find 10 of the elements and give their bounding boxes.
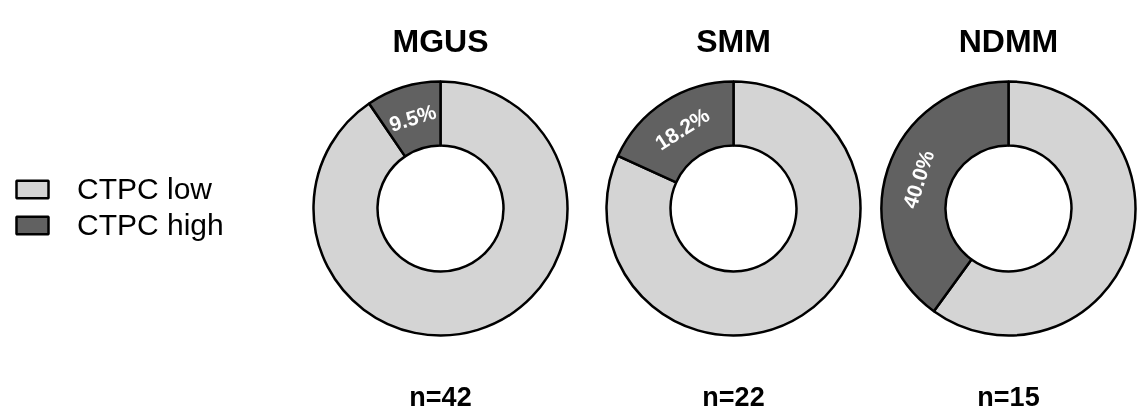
data-label: 9.5% xyxy=(386,99,440,136)
text: n=15 xyxy=(977,381,1040,412)
text: n=42 xyxy=(409,381,472,412)
chart-title: SMM xyxy=(696,22,771,59)
legend-label: CTPC high xyxy=(77,207,224,242)
chart-title: MGUS xyxy=(392,22,489,59)
data-label: 40.0% xyxy=(898,146,939,212)
legend-label: CTPC low xyxy=(77,171,213,206)
chart-title: NDMM xyxy=(958,22,1059,59)
text: n=22 xyxy=(702,381,765,412)
